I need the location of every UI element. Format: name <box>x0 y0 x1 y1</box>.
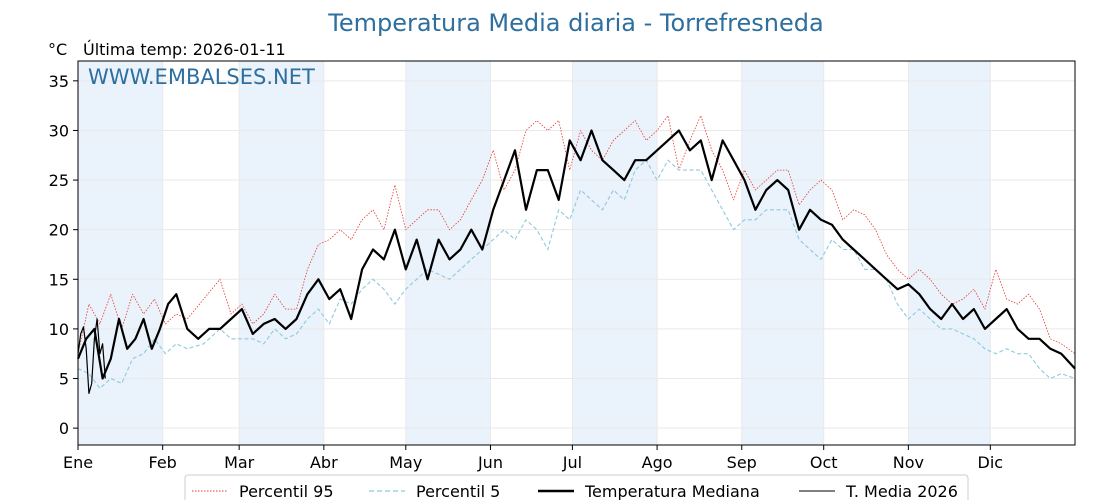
series-line-percentil-95 <box>77 115 1076 355</box>
watermark: WWW.EMBALSES.NET <box>88 65 315 89</box>
series-lines <box>76 115 1076 394</box>
legend-label-percentil-5: Percentil 5 <box>416 482 500 500</box>
x-tick-label: May <box>389 453 422 472</box>
y-tick-label: 35 <box>49 72 69 91</box>
x-tick-label: Sep <box>727 453 757 472</box>
y-tick-label: 30 <box>49 121 69 140</box>
month-band <box>239 61 324 445</box>
x-tick-label: Oct <box>810 453 838 472</box>
legend-label-percentil-95: Percentil 95 <box>239 482 334 500</box>
legend-frame <box>184 474 969 500</box>
unit-label: °C <box>48 40 67 59</box>
y-tick-label: 20 <box>49 221 69 240</box>
legend: Percentil 95 Percentil 5 Temperatura Med… <box>184 474 969 500</box>
last-temp-label: Última temp: 2026-01-11 <box>83 40 286 59</box>
month-band <box>741 61 824 445</box>
grid-lines <box>77 61 1075 445</box>
y-tick-label: 10 <box>49 320 69 339</box>
month-band <box>908 61 991 445</box>
y-tick-label: 5 <box>59 370 69 389</box>
x-tick-label: Ene <box>63 453 93 472</box>
y-tick-label: 0 <box>59 419 69 438</box>
y-tick-label: 15 <box>49 270 69 289</box>
x-axis-ticks: Ene Feb Mar Abr May Jun Jul Ago Sep Oct Nov Dic <box>63 445 1003 472</box>
x-tick-label: Nov <box>893 453 924 472</box>
month-bands <box>78 61 991 445</box>
x-tick-label: Dic <box>978 453 1004 472</box>
plot-frame <box>77 60 1076 446</box>
chart-title: Temperatura Media diaria - Torrefresneda <box>327 9 823 37</box>
legend-label-t-media-2026: T. Media 2026 <box>845 482 958 500</box>
x-tick-label: Abr <box>310 453 338 472</box>
series-line-temperatura-mediana <box>76 129 1076 380</box>
x-tick-label: Feb <box>149 453 177 472</box>
legend-label-temperatura-mediana: Temperatura Mediana <box>584 482 760 500</box>
x-tick-label: Jul <box>562 453 582 472</box>
x-tick-label: Ago <box>642 453 673 472</box>
x-tick-label: Jun <box>477 453 503 472</box>
month-band <box>572 61 658 445</box>
x-tick-label: Mar <box>224 453 255 472</box>
series-line-t-media-2026 <box>77 318 106 394</box>
series-line-percentil-5 <box>77 159 1076 389</box>
y-tick-label: 25 <box>49 171 69 190</box>
y-axis-ticks: 0 5 10 15 20 25 30 35 <box>49 72 78 438</box>
